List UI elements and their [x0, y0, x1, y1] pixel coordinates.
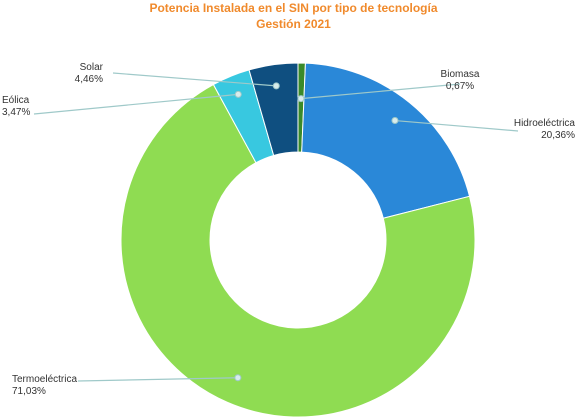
- leader-dot-termoelectrica: [234, 374, 242, 382]
- leader-line-eolica: [33, 93, 239, 115]
- label-value-termoelectrica: 71,03%: [12, 386, 46, 397]
- label-name-solar: Solar: [80, 62, 104, 73]
- leader-line-biomasa: [300, 83, 461, 100]
- chart-title-line: Potencia Instalada en el SIN por tipo de…: [149, 1, 438, 15]
- label-value-solar: 4,46%: [75, 74, 103, 85]
- leader-line-hidroelectrica: [394, 119, 519, 132]
- chart-title: Potencia Instalada en el SIN por tipo de…: [0, 0, 587, 32]
- label-value-hidroelectrica: 20,36%: [541, 130, 575, 141]
- label-value-eolica: 3,47%: [2, 107, 30, 118]
- label-name-eolica: Eólica: [2, 95, 30, 106]
- leader-lines-group: [33, 72, 519, 382]
- leader-line-solar: [112, 72, 277, 87]
- leader-dot-solar: [272, 82, 280, 90]
- leader-dot-eolica: [234, 90, 242, 98]
- slice-termoelectrica: [120, 83, 476, 417]
- slices-group: [120, 62, 476, 417]
- slice-solar: [248, 62, 299, 157]
- label-name-hidroelectrica: Hidroeléctrica: [514, 118, 576, 129]
- leader-line-termoelectrica: [77, 377, 238, 382]
- chart-subtitle: Gestión 2021: [256, 17, 331, 31]
- leader-dot-hidroelectrica: [391, 117, 399, 125]
- label-name-termoelectrica: Termoeléctrica: [12, 374, 77, 385]
- leader-dot-biomasa: [297, 95, 305, 103]
- label-name-biomasa: Biomasa: [441, 69, 480, 80]
- slice-hidroelectrica: [301, 62, 471, 219]
- label-value-biomasa: 0,67%: [446, 81, 474, 92]
